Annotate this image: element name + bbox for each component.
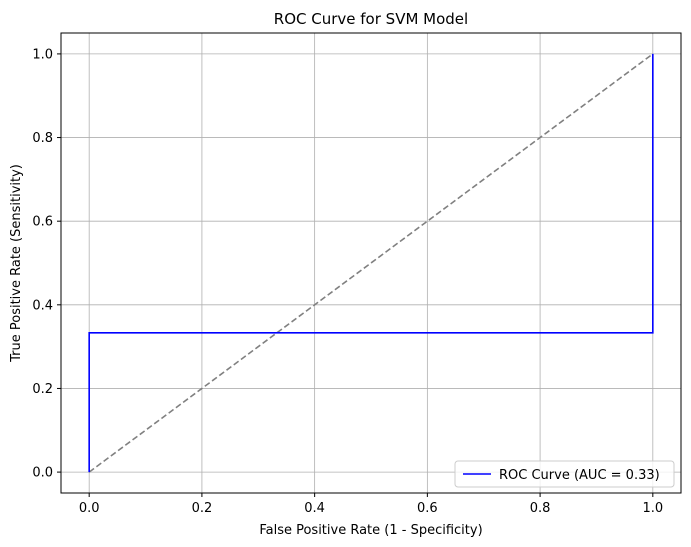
y-tick-label: 0.6	[32, 215, 53, 230]
y-axis-label: True Positive Rate (Sensitivity)	[9, 164, 24, 363]
y-tick-label: 0.2	[32, 382, 53, 397]
y-tick-label: 0.0	[32, 466, 53, 481]
legend-label-roc: ROC Curve (AUC = 0.33)	[499, 468, 660, 483]
legend-box	[454, 460, 675, 488]
diagonal-reference-line	[88, 53, 654, 473]
x-tick-label: 1.0	[642, 501, 663, 516]
ticks: 0.0 0.2 0.4 0.6 0.8 1.0 0.0 0.2 0.4 0.6 0.8 1.0	[32, 47, 663, 516]
y-tick-label: 0.4	[32, 298, 53, 313]
y-tick-label: 1.0	[32, 47, 53, 62]
x-tick-label: 0.2	[192, 501, 213, 516]
x-tick-label: 0.0	[79, 501, 100, 516]
legend: ROC Curve (AUC = 0.33)	[454, 460, 675, 488]
x-axis-label: False Positive Rate (1 - Specificity)	[259, 523, 482, 538]
chart-title: ROC Curve for SVM Model	[274, 10, 468, 28]
y-tick-label: 0.8	[32, 131, 53, 146]
x-tick-label: 0.6	[417, 501, 438, 516]
series-layer	[88, 53, 654, 473]
plot-frame	[60, 32, 682, 494]
x-tick-label: 0.8	[530, 501, 551, 516]
x-tick-label: 0.4	[304, 501, 325, 516]
roc-curve-line	[88, 53, 654, 473]
